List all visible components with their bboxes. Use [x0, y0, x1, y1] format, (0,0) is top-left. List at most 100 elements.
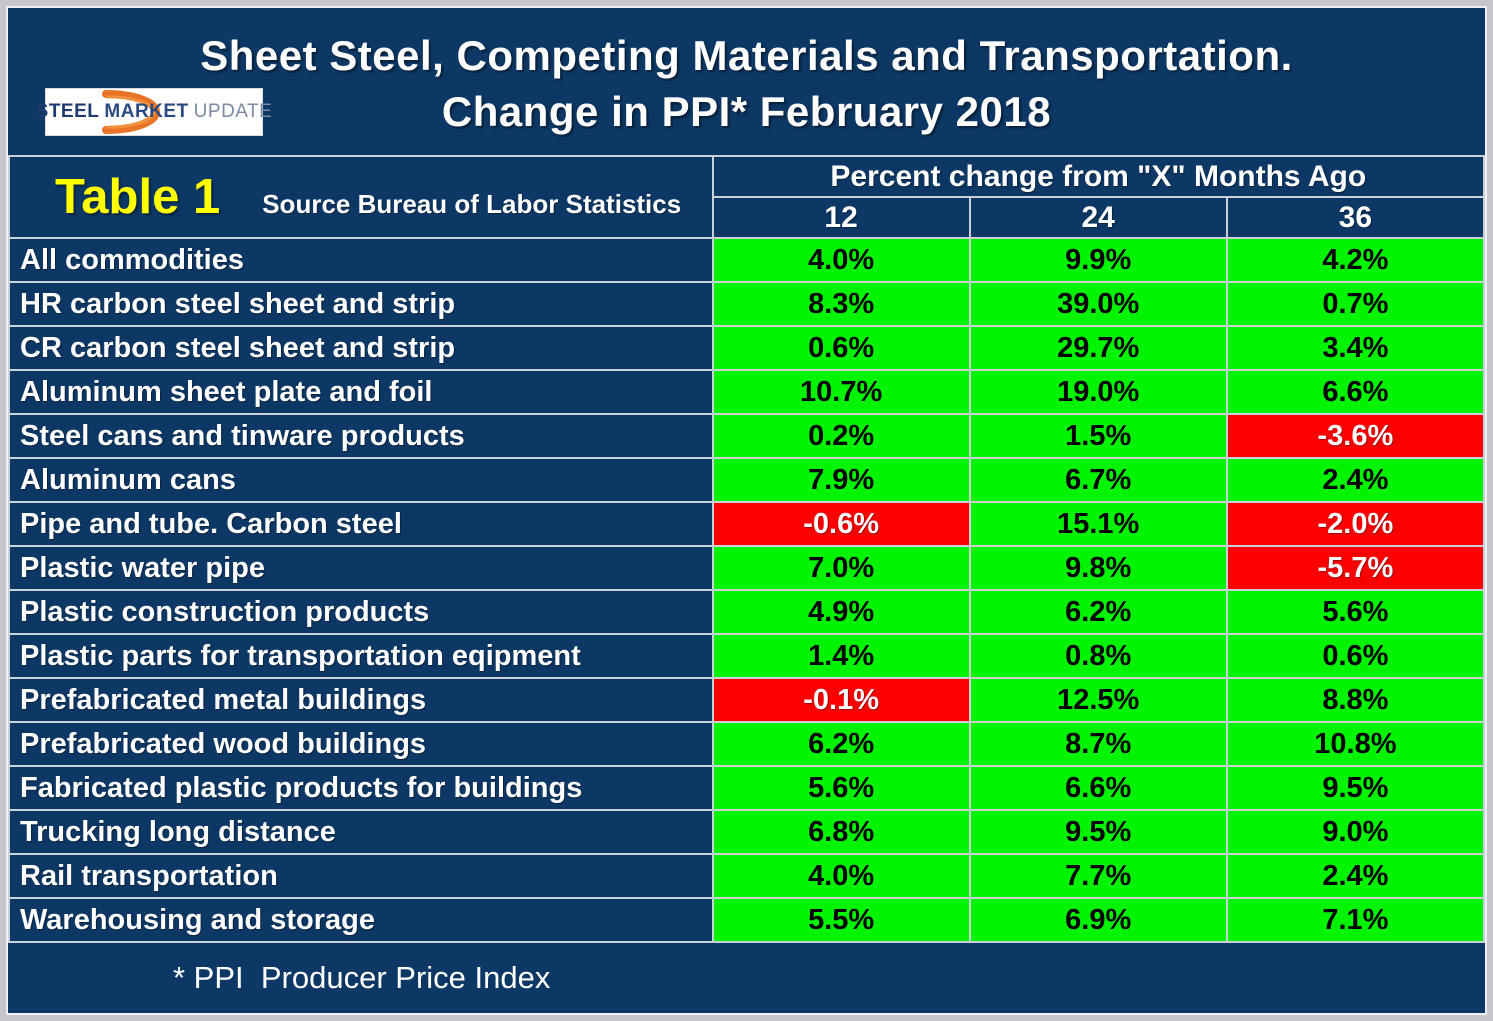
table-row: Fabricated plastic products for building… — [8, 765, 1486, 811]
table-row: Prefabricated metal buildings -0.1% 12.5… — [8, 677, 1486, 723]
value-cell-24m: 15.1% — [968, 501, 1228, 547]
row-label: Prefabricated metal buildings — [8, 677, 714, 723]
infographic: STEEL MARKET UPDATE Sheet Steel, Competi… — [6, 6, 1487, 1015]
row-label: Plastic construction products — [8, 589, 714, 635]
table-row: Warehousing and storage 5.5% 6.9% 7.1% — [8, 897, 1486, 943]
table-header-row-2: 12 24 36 — [9, 196, 1486, 239]
value-cell-36m: 10.8% — [1225, 721, 1486, 767]
value-cell-12m: 10.7% — [711, 369, 971, 415]
value-cell-24m: 0.8% — [968, 633, 1228, 679]
value-cell-12m: 4.0% — [711, 237, 971, 283]
row-label: HR carbon steel sheet and strip — [8, 281, 714, 327]
value-cell-12m: 6.8% — [711, 809, 971, 855]
row-label: Prefabricated wood buildings — [8, 721, 714, 767]
value-cell-36m: 0.6% — [1225, 633, 1486, 679]
table-body: All commodities 4.0% 9.9% 4.2% HR carbon… — [8, 237, 1486, 943]
logo-text: STEEL MARKET UPDATE — [36, 89, 272, 135]
row-label: Pipe and tube. Carbon steel — [8, 501, 714, 547]
table-row: Pipe and tube. Carbon steel -0.6% 15.1% … — [8, 501, 1486, 547]
row-label: Trucking long distance — [8, 809, 714, 855]
value-cell-12m: 0.2% — [711, 413, 971, 459]
value-cell-12m: 1.4% — [711, 633, 971, 679]
value-cell-12m: -0.6% — [711, 501, 971, 547]
logo-swoosh-icon — [102, 90, 160, 134]
value-cell-24m: 12.5% — [968, 677, 1228, 723]
footer: * PPI Producer Price Index — [8, 943, 1485, 1013]
value-cell-24m: 9.8% — [968, 545, 1228, 591]
title-line-2: Change in PPI* February 2018 — [441, 88, 1052, 135]
value-cell-36m: 9.5% — [1225, 765, 1486, 811]
value-cell-12m: -0.1% — [711, 677, 971, 723]
table-row: Aluminum sheet plate and foil 10.7% 19.0… — [8, 369, 1486, 415]
table-caption-cell: Table 1 Source Bureau of Labor Statistic… — [8, 155, 714, 239]
value-cell-24m: 9.9% — [968, 237, 1228, 283]
value-cell-36m: 6.6% — [1225, 369, 1486, 415]
value-cell-36m: 5.6% — [1225, 589, 1486, 635]
value-cell-24m: 9.5% — [968, 809, 1228, 855]
value-cell-12m: 7.9% — [711, 457, 971, 503]
value-cell-36m: 2.4% — [1225, 853, 1486, 899]
page-title: Sheet Steel, Competing Materials and Tra… — [8, 8, 1485, 140]
value-cell-36m: 4.2% — [1225, 237, 1486, 283]
table-row: Steel cans and tinware products 0.2% 1.5… — [8, 413, 1486, 459]
value-cell-24m: 39.0% — [968, 281, 1228, 327]
value-cell-36m: 2.4% — [1225, 457, 1486, 503]
table-row: Prefabricated wood buildings 6.2% 8.7% 1… — [8, 721, 1486, 767]
value-cell-24m: 6.9% — [968, 897, 1228, 943]
table-source-label: Source Bureau of Labor Statistics — [262, 189, 682, 219]
value-cell-24m: 19.0% — [968, 369, 1228, 415]
value-cell-36m: 3.4% — [1225, 325, 1486, 371]
column-header-24: 24 — [968, 196, 1228, 239]
row-label: Steel cans and tinware products — [8, 413, 714, 459]
table-row: All commodities 4.0% 9.9% 4.2% — [8, 237, 1486, 283]
value-cell-36m: -3.6% — [1225, 413, 1486, 459]
table-row: Plastic parts for transportation eqipmen… — [8, 633, 1486, 679]
ppi-table: Table 1 Source Bureau of Labor Statistic… — [8, 155, 1486, 943]
column-header-12: 12 — [711, 196, 971, 239]
smu-logo: STEEL MARKET UPDATE — [36, 88, 272, 136]
table-row: Aluminum cans 7.9% 6.7% 2.4% — [8, 457, 1486, 503]
logo-word-market: MARKET — [104, 101, 189, 122]
ppi-footnote: * PPI Producer Price Index — [173, 960, 551, 995]
table-row: CR carbon steel sheet and strip 0.6% 29.… — [8, 325, 1486, 371]
value-cell-24m: 1.5% — [968, 413, 1228, 459]
value-cell-12m: 4.0% — [711, 853, 971, 899]
value-cell-12m: 7.0% — [711, 545, 971, 591]
table-row: Plastic construction products 4.9% 6.2% … — [8, 589, 1486, 635]
value-cell-12m: 5.6% — [711, 765, 971, 811]
value-cell-36m: 9.0% — [1225, 809, 1486, 855]
value-cell-12m: 0.6% — [711, 325, 971, 371]
row-label: Plastic parts for transportation eqipmen… — [8, 633, 714, 679]
column-group-header: Percent change from "X" Months Ago — [711, 155, 1486, 198]
value-cell-36m: 7.1% — [1225, 897, 1486, 943]
value-cell-24m: 6.7% — [968, 457, 1228, 503]
value-cell-12m: 6.2% — [711, 721, 971, 767]
logo-word-update: UPDATE — [193, 101, 273, 122]
table-row: Rail transportation 4.0% 7.7% 2.4% — [8, 853, 1486, 899]
value-cell-24m: 7.7% — [968, 853, 1228, 899]
value-cell-12m: 5.5% — [711, 897, 971, 943]
row-label: Aluminum cans — [8, 457, 714, 503]
table-row: HR carbon steel sheet and strip 8.3% 39.… — [8, 281, 1486, 327]
value-cell-24m: 29.7% — [968, 325, 1228, 371]
table-row: Plastic water pipe 7.0% 9.8% -5.7% — [8, 545, 1486, 591]
column-header-36: 36 — [1225, 196, 1486, 239]
header: STEEL MARKET UPDATE Sheet Steel, Competi… — [8, 8, 1485, 155]
value-cell-36m: -2.0% — [1225, 501, 1486, 547]
value-cell-36m: 0.7% — [1225, 281, 1486, 327]
value-cell-36m: -5.7% — [1225, 545, 1486, 591]
table-number-label: Table 1 — [55, 170, 221, 224]
row-label: Plastic water pipe — [8, 545, 714, 591]
table-header-row-1: Table 1 Source Bureau of Labor Statistic… — [8, 155, 1486, 239]
row-label: Warehousing and storage — [8, 897, 714, 943]
row-label: Rail transportation — [8, 853, 714, 899]
value-cell-12m: 4.9% — [711, 589, 971, 635]
value-cell-36m: 8.8% — [1225, 677, 1486, 723]
row-label: Fabricated plastic products for building… — [8, 765, 714, 811]
row-label: Aluminum sheet plate and foil — [8, 369, 714, 415]
value-cell-24m: 6.6% — [968, 765, 1228, 811]
row-label: All commodities — [8, 237, 714, 283]
table-row: Trucking long distance 6.8% 9.5% 9.0% — [8, 809, 1486, 855]
value-cell-24m: 8.7% — [968, 721, 1228, 767]
